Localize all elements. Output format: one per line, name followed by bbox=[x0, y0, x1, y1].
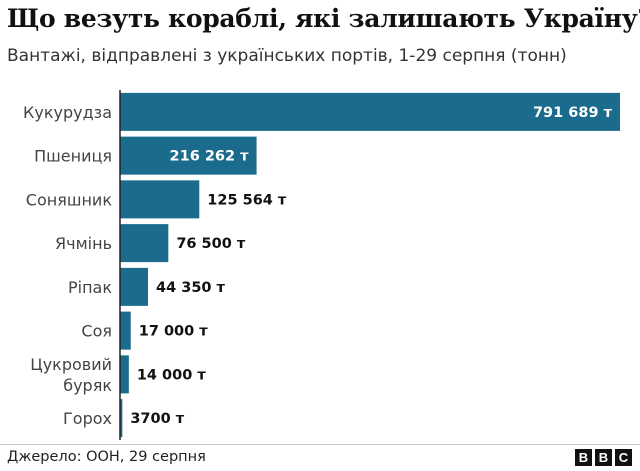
source-note: Джерело: ООН, 29 серпня bbox=[7, 449, 206, 465]
bar-2 bbox=[120, 180, 200, 219]
category-label-1: Пшениця bbox=[34, 147, 112, 166]
value-label-1: 216 262 т bbox=[170, 149, 250, 165]
category-label-0: Кукурудза bbox=[23, 103, 112, 122]
category-label-3: Ячмінь bbox=[55, 234, 112, 253]
bar-4 bbox=[120, 267, 149, 306]
value-label-5: 17 000 т bbox=[139, 324, 209, 340]
bar-3 bbox=[120, 224, 169, 263]
bbc-logo-letter-b1: B bbox=[575, 449, 592, 466]
category-label-4: Ріпак bbox=[68, 278, 112, 297]
bar-7 bbox=[120, 399, 123, 438]
bar-6 bbox=[120, 355, 129, 394]
value-label-7: 3700 т bbox=[130, 411, 184, 427]
bbc-logo-letter-c: C bbox=[615, 449, 632, 466]
value-label-6: 14 000 т bbox=[137, 367, 207, 383]
category-label-7: Горох bbox=[63, 409, 112, 428]
value-label-4: 44 350 т bbox=[156, 280, 226, 296]
footer-divider bbox=[0, 444, 640, 445]
chart-title: Що везуть кораблі, які залишають Україну… bbox=[7, 4, 640, 33]
category-label-2: Соняшник bbox=[26, 190, 113, 209]
value-label-2: 125 564 т bbox=[207, 192, 287, 208]
bar-5 bbox=[120, 311, 131, 350]
bbc-logo: B B C bbox=[575, 449, 632, 466]
bar-chart: Кукурудза 791 689 т Пшениця 216 262 т Соняшн… bbox=[23, 90, 620, 440]
value-label-0: 791 689 т bbox=[533, 105, 613, 121]
bar-1 bbox=[120, 136, 257, 175]
bbc-logo-letter-b2: B bbox=[595, 449, 612, 466]
chart-subtitle: Вантажі, відправлені з українських порті… bbox=[7, 46, 567, 66]
value-label-3: 76 500 т bbox=[176, 236, 246, 252]
bar-0 bbox=[120, 92, 620, 131]
category-label-6-line-1: буряк bbox=[63, 376, 112, 395]
category-label-6-line-0: Цукровий bbox=[30, 355, 112, 374]
category-label-5: Соя bbox=[81, 322, 112, 341]
